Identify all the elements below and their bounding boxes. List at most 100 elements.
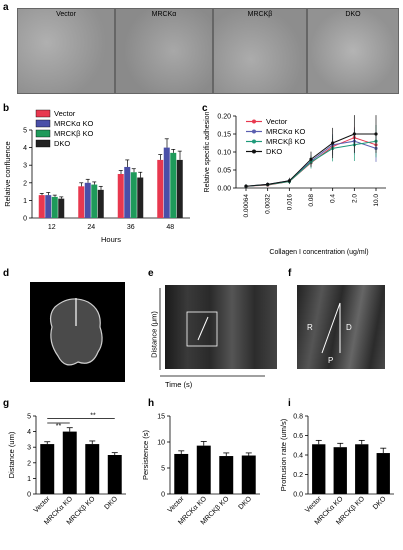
x-tick-label: 36 (127, 224, 135, 231)
y-tick-label: 2 (27, 460, 31, 467)
panel-letter-a: a (3, 2, 9, 13)
bar (84, 182, 91, 218)
y-tick-label: 0.00 (217, 186, 231, 193)
legend-label: DKO (266, 147, 282, 156)
x-tick-label: 0.0032 (265, 194, 272, 214)
y-tick-label: 0.8 (293, 414, 303, 421)
x-tick-label: 12 (48, 224, 56, 231)
x-tick-label: Vector (167, 495, 186, 514)
y-tick-label: 1 (27, 476, 31, 483)
micrograph-label: DKO (345, 11, 361, 18)
bar (58, 198, 65, 218)
y-axis-label: Relative confluence (3, 141, 12, 206)
legend-swatch (35, 119, 51, 128)
label-r: R (307, 323, 313, 332)
legend-label: MRCKβ KO (54, 129, 93, 138)
label-p: P (328, 356, 334, 365)
legend-swatch (35, 129, 51, 138)
bar (85, 444, 100, 494)
bar (174, 453, 189, 494)
legend-label: Vector (266, 117, 288, 126)
kymograph-ylabel: Distance (μm) (149, 311, 159, 358)
data-point (352, 132, 356, 136)
data-point (331, 141, 335, 145)
panel-letter-d: d (3, 268, 10, 279)
y-tick-label: 5 (161, 466, 165, 473)
label-d: D (346, 323, 352, 332)
data-point (374, 132, 378, 136)
x-tick-label: 10.0 (373, 194, 380, 207)
micrograph-vector: Vector (17, 8, 115, 94)
y-tick-label: 4 (23, 145, 27, 152)
y-axis-label: Protrusion rate (um/s) (279, 418, 288, 491)
y-tick-label: 0.6 (293, 433, 303, 440)
y-axis-label: Relative specific adhesion (204, 111, 211, 192)
significance-label: ** (90, 412, 96, 419)
x-tick-label: 24 (87, 224, 95, 231)
kymograph-xlabel: Time (s) (165, 380, 193, 389)
bar (241, 455, 256, 494)
y-tick-label: 5 (23, 128, 27, 135)
data-point (309, 157, 313, 161)
kymograph-e-overlay (159, 288, 265, 377)
micrograph-label: MRCKβ (247, 11, 273, 18)
chart-c: 0.00 0.05 0.10 0.15 0.20 Relative specific ad… (204, 111, 386, 256)
bar (97, 189, 104, 218)
bar (333, 447, 347, 494)
chart-i: 0.0 0.2 0.4 0.6 0.8 Protrusion rate (um/s) Vec… (279, 414, 394, 526)
y-tick-label: 0.0 (293, 492, 303, 499)
y-axis-label: Persistence (s) (141, 429, 150, 480)
cell-image-d (30, 282, 125, 382)
y-tick-label: 0.15 (217, 132, 231, 139)
bar (62, 431, 77, 494)
y-axis-label: Distance (um) (7, 431, 16, 478)
x-tick-label: DKO (372, 495, 388, 511)
y-tick-label: 0.2 (293, 472, 303, 479)
micrograph-label: Vector (56, 11, 76, 18)
bar (51, 196, 58, 218)
bar (376, 453, 390, 494)
y-tick-label: 5 (27, 414, 31, 421)
legend-label: MRCKβ KO (266, 137, 305, 146)
y-tick-label: 3 (23, 163, 27, 170)
bar (91, 184, 98, 218)
y-tick-label: 15 (157, 414, 165, 421)
data-point (266, 182, 270, 186)
y-tick-label: 0 (27, 492, 31, 499)
y-tick-label: 1 (23, 198, 27, 205)
legend-label: MRCKα KO (54, 119, 94, 128)
data-point (287, 179, 291, 183)
bar (137, 177, 144, 218)
bar (176, 159, 183, 218)
panel-letter-h: h (148, 398, 155, 409)
x-tick-label: Vector (33, 495, 52, 514)
micrograph-mrcka: MRCKα (115, 8, 213, 94)
bar (219, 456, 234, 494)
bar (312, 444, 326, 494)
kymograph-zoom-f: R D P (297, 285, 385, 369)
bar (170, 152, 177, 218)
micrograph-dko: DKO (307, 8, 399, 94)
legend-swatch (35, 109, 51, 118)
y-tick-label: 2 (23, 180, 27, 187)
panel-letter-b: b (3, 103, 10, 114)
y-tick-label: 0.20 (217, 114, 231, 121)
y-tick-label: 0 (23, 216, 27, 223)
bar (355, 444, 369, 494)
y-tick-label: 0.4 (293, 453, 303, 460)
y-tick-label: 3 (27, 445, 31, 452)
x-tick-label: 48 (166, 224, 174, 231)
panel-letter-f: f (288, 268, 292, 279)
bar (107, 455, 122, 494)
legend-swatch (35, 139, 51, 148)
panel-letter-c: c (202, 103, 208, 114)
legend-marker (252, 119, 256, 124)
significance-label: ** (56, 423, 62, 430)
legend-marker (252, 149, 256, 154)
micrograph-label: MRCKα (151, 11, 177, 18)
bar (124, 166, 131, 218)
panel-letter-e: e (148, 268, 154, 279)
